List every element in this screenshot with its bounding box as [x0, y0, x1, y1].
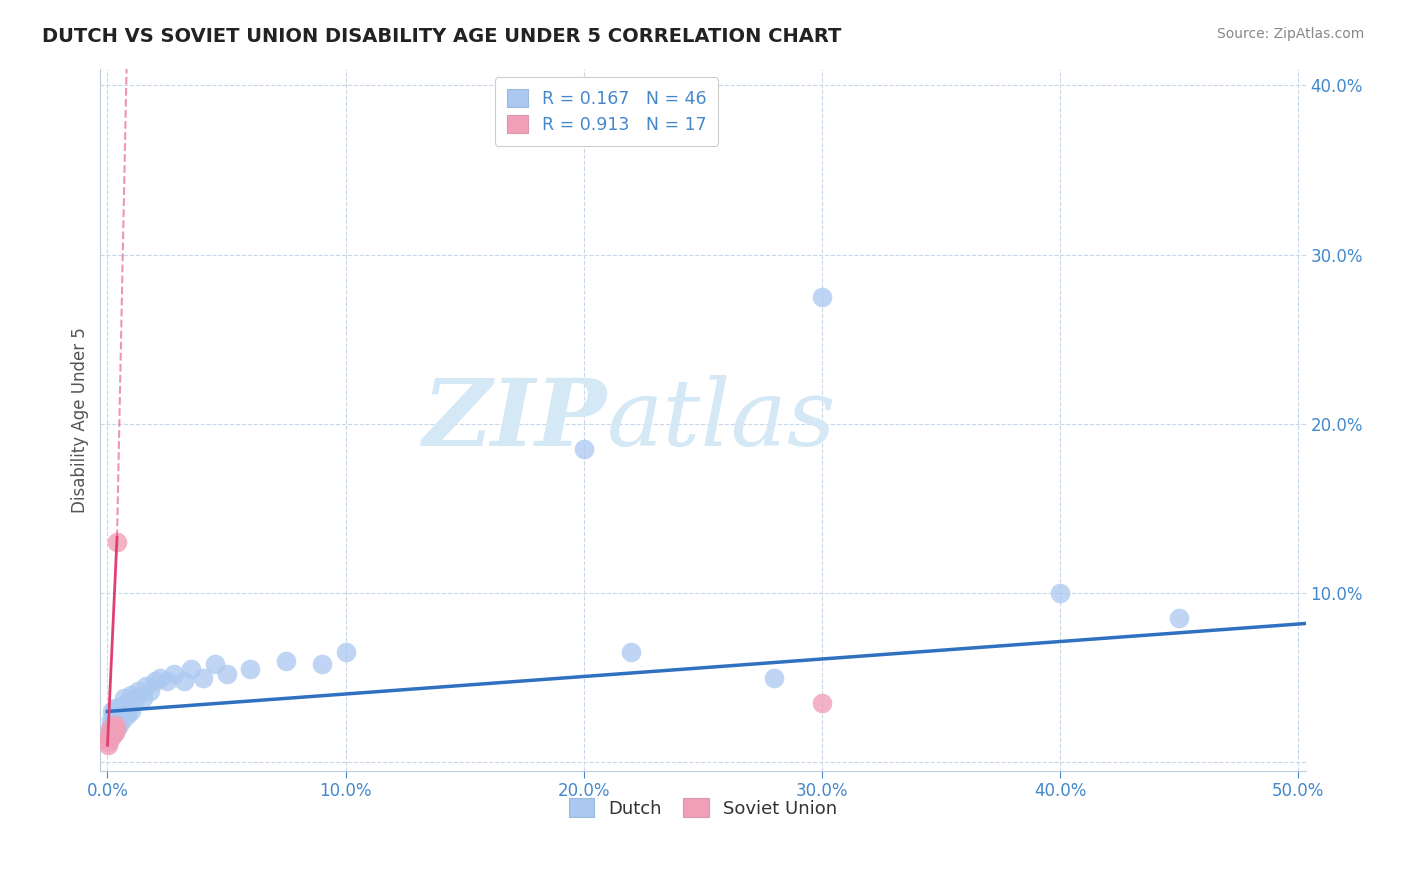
Point: [120, 688, 142, 702]
Point: [149, 671, 172, 685]
Point: [105, 705, 128, 719]
Point: [98, 731, 121, 746]
Point: [100, 713, 122, 727]
Point: [115, 707, 138, 722]
Point: [108, 701, 131, 715]
Point: [103, 722, 125, 736]
Point: [239, 662, 262, 676]
Text: atlas: atlas: [606, 375, 837, 465]
Text: DUTCH VS SOVIET UNION DISABILITY AGE UNDER 5 CORRELATION CHART: DUTCH VS SOVIET UNION DISABILITY AGE UND…: [42, 27, 842, 45]
Legend: Dutch, Soviet Union: Dutch, Soviet Union: [561, 791, 845, 825]
Y-axis label: Disability Age Under 5: Disability Age Under 5: [72, 326, 89, 513]
Point: [127, 684, 149, 698]
Point: [118, 701, 141, 715]
Point: [180, 662, 202, 676]
Point: [104, 724, 127, 739]
Point: [811, 696, 834, 710]
Point: [125, 690, 148, 705]
Point: [572, 442, 595, 457]
Point: [763, 671, 786, 685]
Point: [103, 724, 125, 739]
Point: [100, 728, 122, 742]
Point: [163, 667, 186, 681]
Point: [97, 731, 120, 746]
Point: [100, 722, 122, 736]
Point: [98, 722, 121, 736]
Point: [120, 705, 142, 719]
Point: [191, 671, 214, 685]
Point: [143, 673, 166, 688]
Point: [101, 724, 124, 739]
Point: [115, 696, 138, 710]
Point: [101, 705, 124, 719]
Point: [111, 713, 134, 727]
Point: [620, 645, 643, 659]
Text: Source: ZipAtlas.com: Source: ZipAtlas.com: [1216, 27, 1364, 41]
Point: [811, 290, 834, 304]
Point: [108, 718, 131, 732]
Point: [97, 735, 120, 749]
Point: [98, 728, 121, 742]
Point: [111, 699, 134, 714]
Point: [276, 654, 298, 668]
Point: [112, 690, 135, 705]
Point: [1049, 586, 1071, 600]
Point: [112, 705, 135, 719]
Point: [215, 667, 238, 681]
Point: [105, 535, 128, 549]
Point: [104, 713, 127, 727]
Point: [101, 718, 124, 732]
Point: [132, 690, 155, 705]
Point: [104, 718, 127, 732]
Point: [97, 739, 120, 753]
Point: [97, 730, 120, 744]
Point: [103, 707, 125, 722]
Point: [98, 724, 121, 739]
Point: [173, 673, 195, 688]
Point: [104, 701, 127, 715]
Point: [311, 657, 333, 672]
Point: [135, 679, 157, 693]
Point: [1168, 611, 1191, 625]
Point: [335, 645, 357, 659]
Point: [105, 722, 128, 736]
Point: [101, 728, 124, 742]
Point: [139, 684, 162, 698]
Point: [204, 657, 226, 672]
Point: [104, 722, 127, 736]
Text: ZIP: ZIP: [422, 375, 606, 465]
Point: [156, 673, 179, 688]
Point: [104, 724, 127, 739]
